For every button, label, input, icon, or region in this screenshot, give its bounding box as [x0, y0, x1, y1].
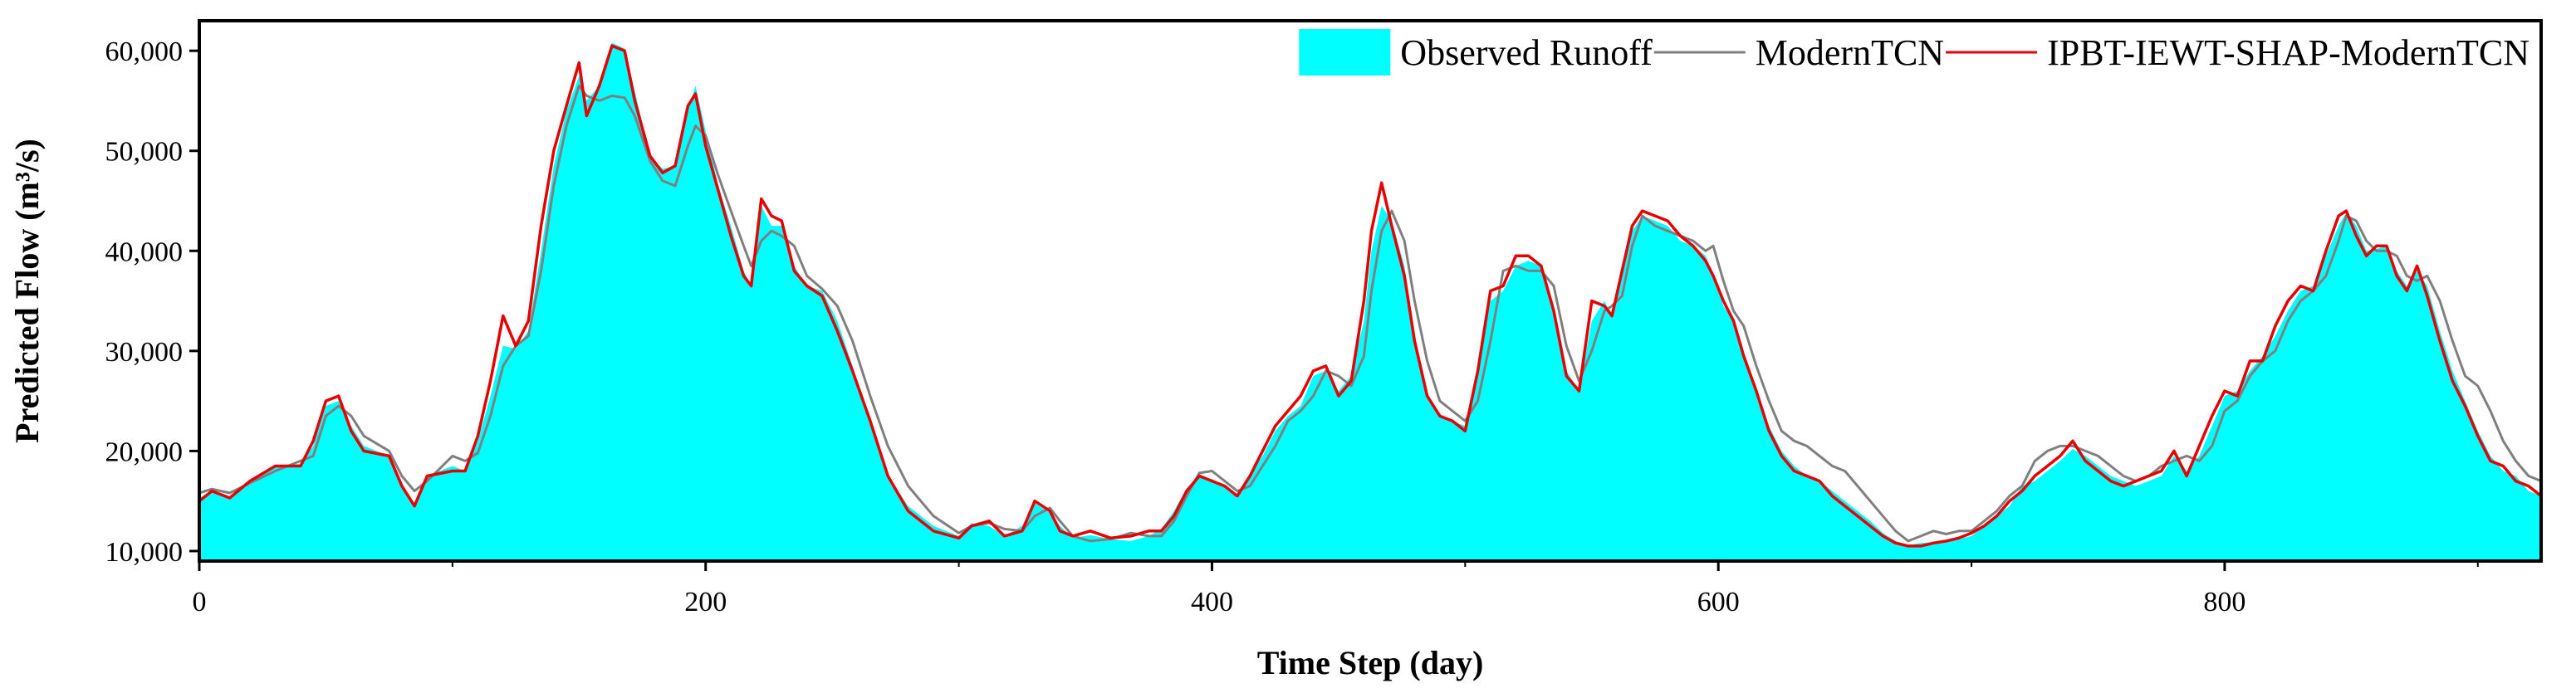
legend-label-ipbt-iewt-shap-moderntcn: IPBT-IEWT-SHAP-ModernTCN [2047, 32, 2529, 73]
y-tick-label: 10,000 [105, 537, 184, 568]
x-tick-label: 400 [1191, 587, 1233, 617]
x-tick-label: 0 [193, 587, 207, 617]
y-tick-label: 20,000 [105, 437, 184, 467]
x-tick-label: 200 [684, 587, 727, 617]
x-axis-title: Time Step (day) [1257, 644, 1484, 681]
legend-label-moderntcn: ModernTCN [1756, 32, 1944, 73]
x-tick-label: 600 [1697, 587, 1740, 617]
legend-swatch-observed-runoff [1299, 29, 1391, 76]
legend: Observed Runoff ModernTCN IPBT-IEWT-SHAP-M… [1299, 29, 2529, 76]
legend-label-observed-runoff: Observed Runoff [1400, 32, 1653, 73]
series-layer [199, 42, 2541, 561]
y-tick-label: 30,000 [105, 337, 184, 368]
plot-frame [198, 19, 2543, 563]
x-tick-label: 800 [2203, 587, 2245, 617]
y-tick-label: 40,000 [105, 237, 184, 267]
y-tick-label: 60,000 [105, 37, 184, 67]
y-tick-label: 50,000 [105, 137, 184, 168]
series-line-ipbt-iewt-shap-moderntcn [199, 44, 2541, 548]
y-axis: 10,000 20,000 30,000 40,000 50,000 60,000 [105, 37, 199, 568]
series-line-moderntcn [199, 84, 2541, 543]
x-axis: 0 200 400 600 800 [193, 561, 2479, 617]
y-axis-title: Predicted Flow (m³/s) [8, 139, 46, 443]
